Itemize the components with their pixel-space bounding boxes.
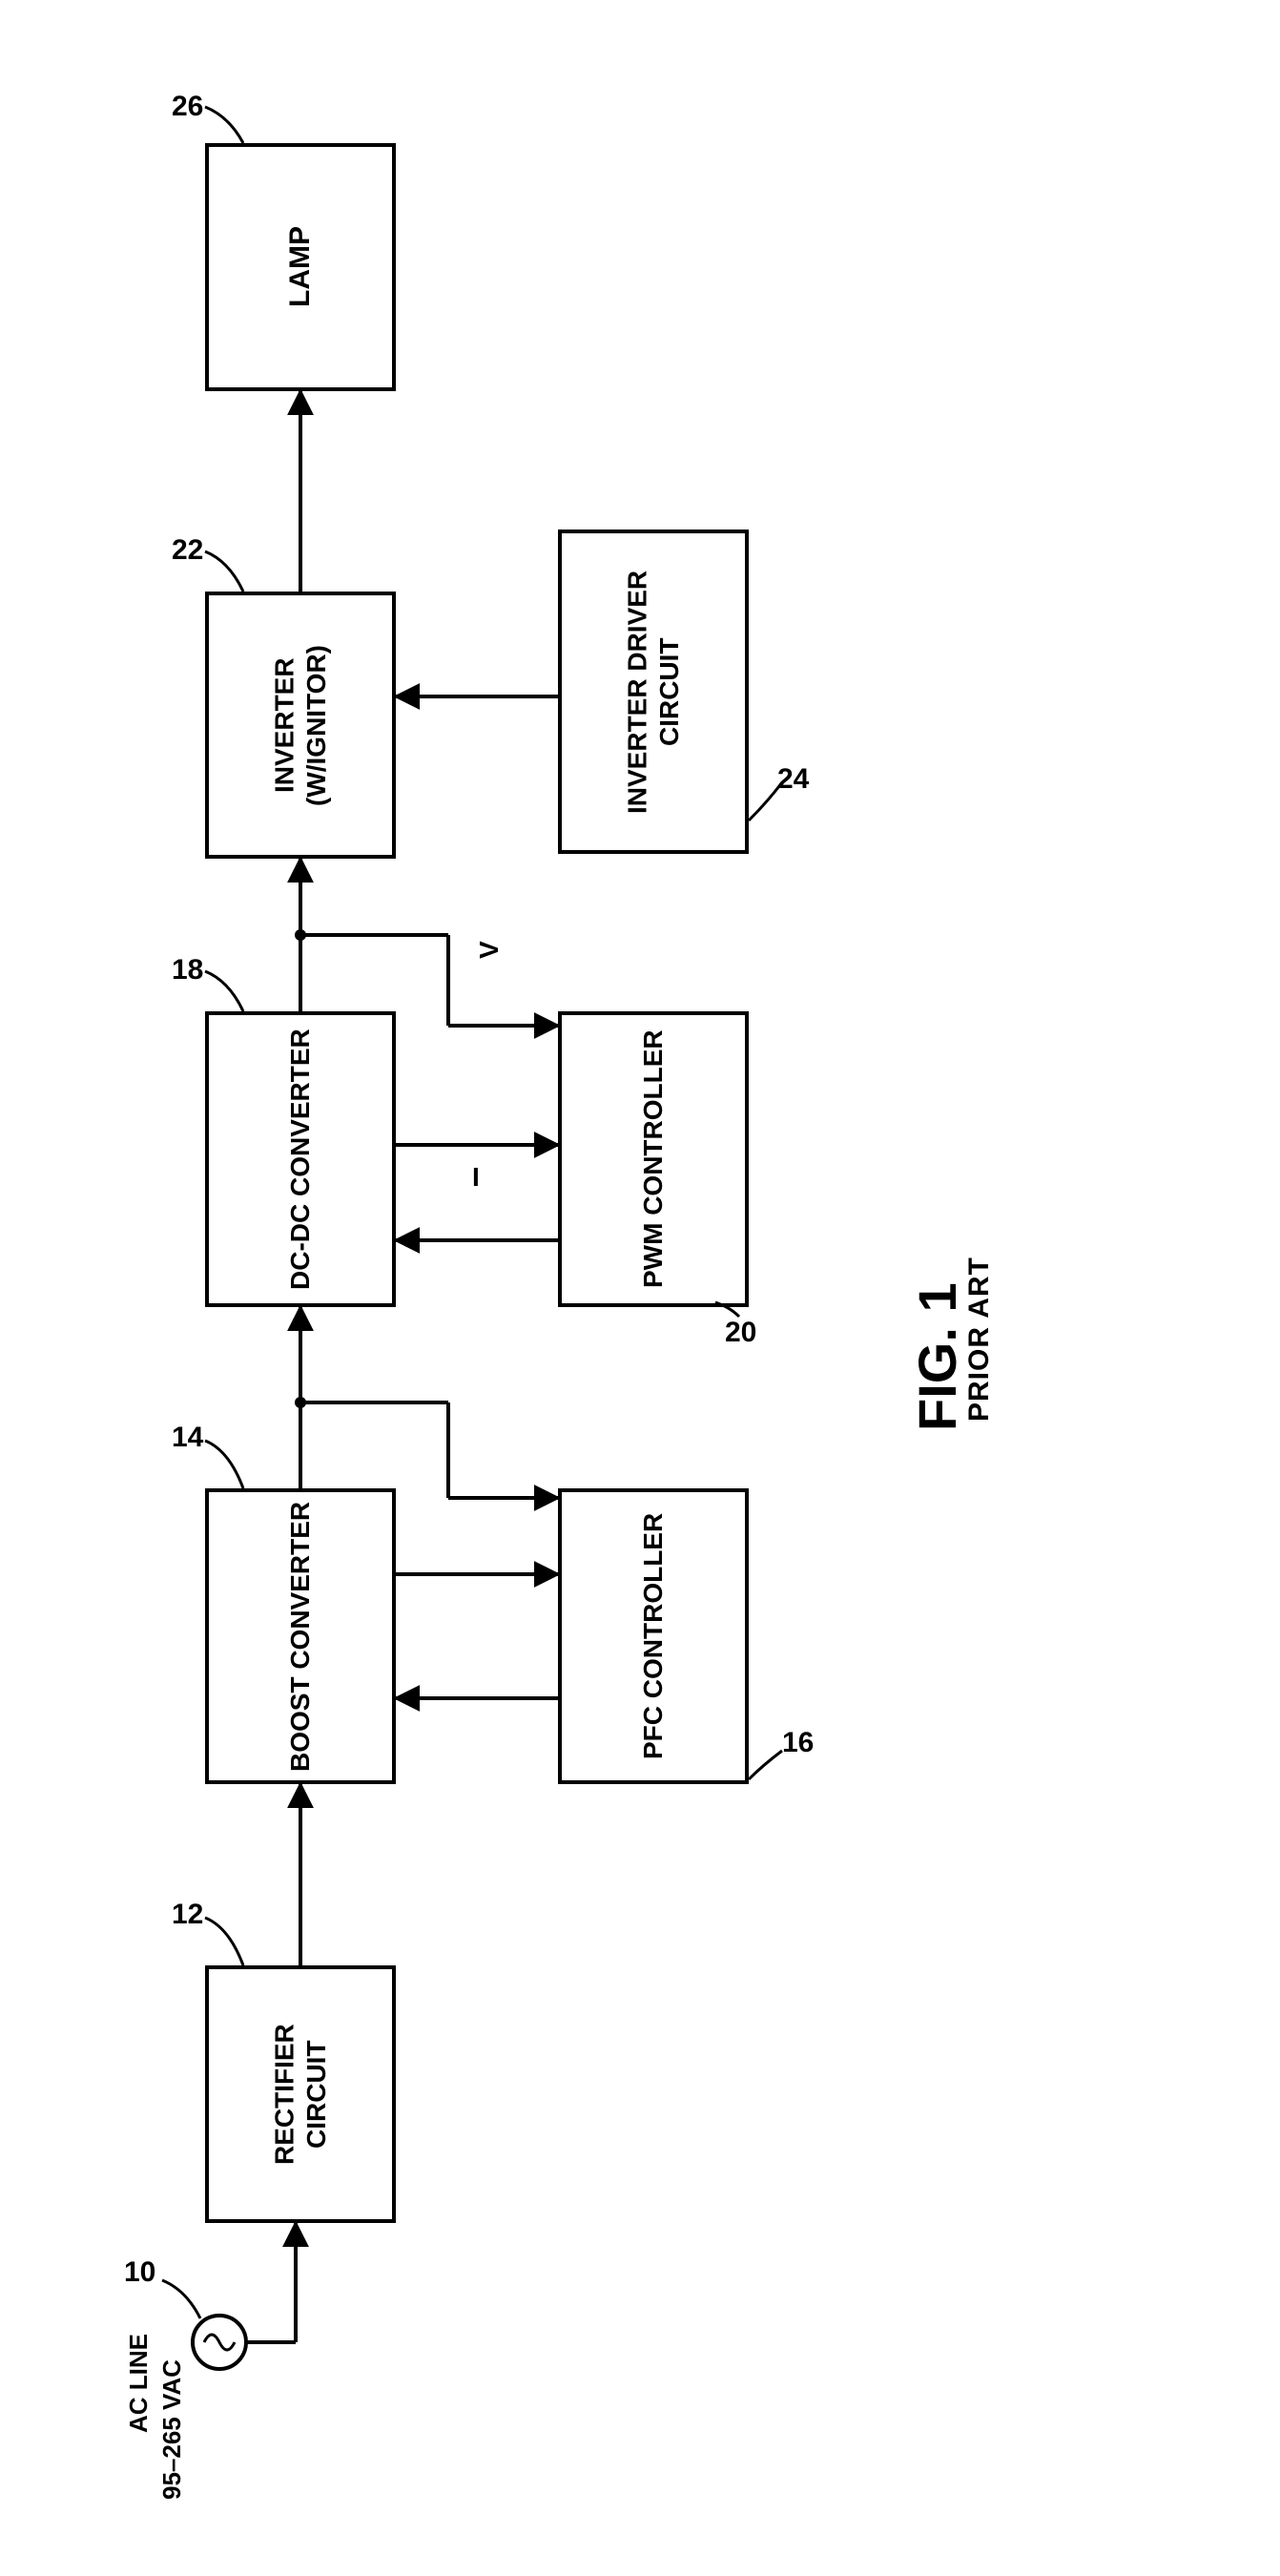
signal-v-label: V (474, 941, 505, 959)
block-pfc: PFC CONTROLLER (558, 1488, 749, 1784)
ac-line-label-2: 95–265 VAC (157, 2359, 187, 2500)
block-dcdc: DC-DC CONVERTER (205, 1011, 396, 1307)
block-lamp: LAMP (205, 143, 396, 391)
block-pwm-label: PWM CONTROLLER (637, 1030, 670, 1289)
ref-rectifier: 12 (172, 1899, 203, 1931)
ref-dcdc: 18 (172, 954, 203, 987)
ref-lamp: 26 (172, 91, 203, 123)
block-rectifier: RECTIFIER CIRCUIT (205, 1965, 396, 2223)
ref-boost: 14 (172, 1422, 203, 1454)
ac-line-label-1: AC LINE (124, 2334, 154, 2433)
block-invdrv-label: INVERTER DRIVER CIRCUIT (621, 533, 685, 850)
ref-invdrv: 24 (777, 763, 809, 796)
block-pwm: PWM CONTROLLER (558, 1011, 749, 1307)
ac-source-symbol (193, 2316, 246, 2369)
block-boost-label: BOOST CONVERTER (284, 1501, 317, 1771)
ref-pwm: 20 (725, 1317, 756, 1349)
figure-subtitle: PRIOR ART (963, 1257, 996, 1422)
block-invdrv: INVERTER DRIVER CIRCUIT (558, 530, 749, 854)
block-dcdc-label: DC-DC CONVERTER (284, 1028, 317, 1290)
figure-title: FIG. 1 (906, 1282, 968, 1431)
ref-inverter: 22 (172, 534, 203, 567)
block-inverter-label: INVERTER (W/IGNITOR) (268, 595, 332, 855)
block-inverter: INVERTER (W/IGNITOR) (205, 592, 396, 859)
ref-ac: 10 (124, 2256, 155, 2289)
block-pfc-label: PFC CONTROLLER (637, 1513, 670, 1759)
signal-i-label: I (472, 1162, 480, 1193)
ref-pfc: 16 (782, 1727, 814, 1759)
block-boost: BOOST CONVERTER (205, 1488, 396, 1784)
block-rectifier-label: RECTIFIER CIRCUIT (268, 1969, 332, 2219)
block-lamp-label: LAMP (283, 227, 318, 308)
diagram-canvas: AC LINE 95–265 VAC RECTIFIER CIRCUIT 12 … (0, 0, 1280, 2576)
